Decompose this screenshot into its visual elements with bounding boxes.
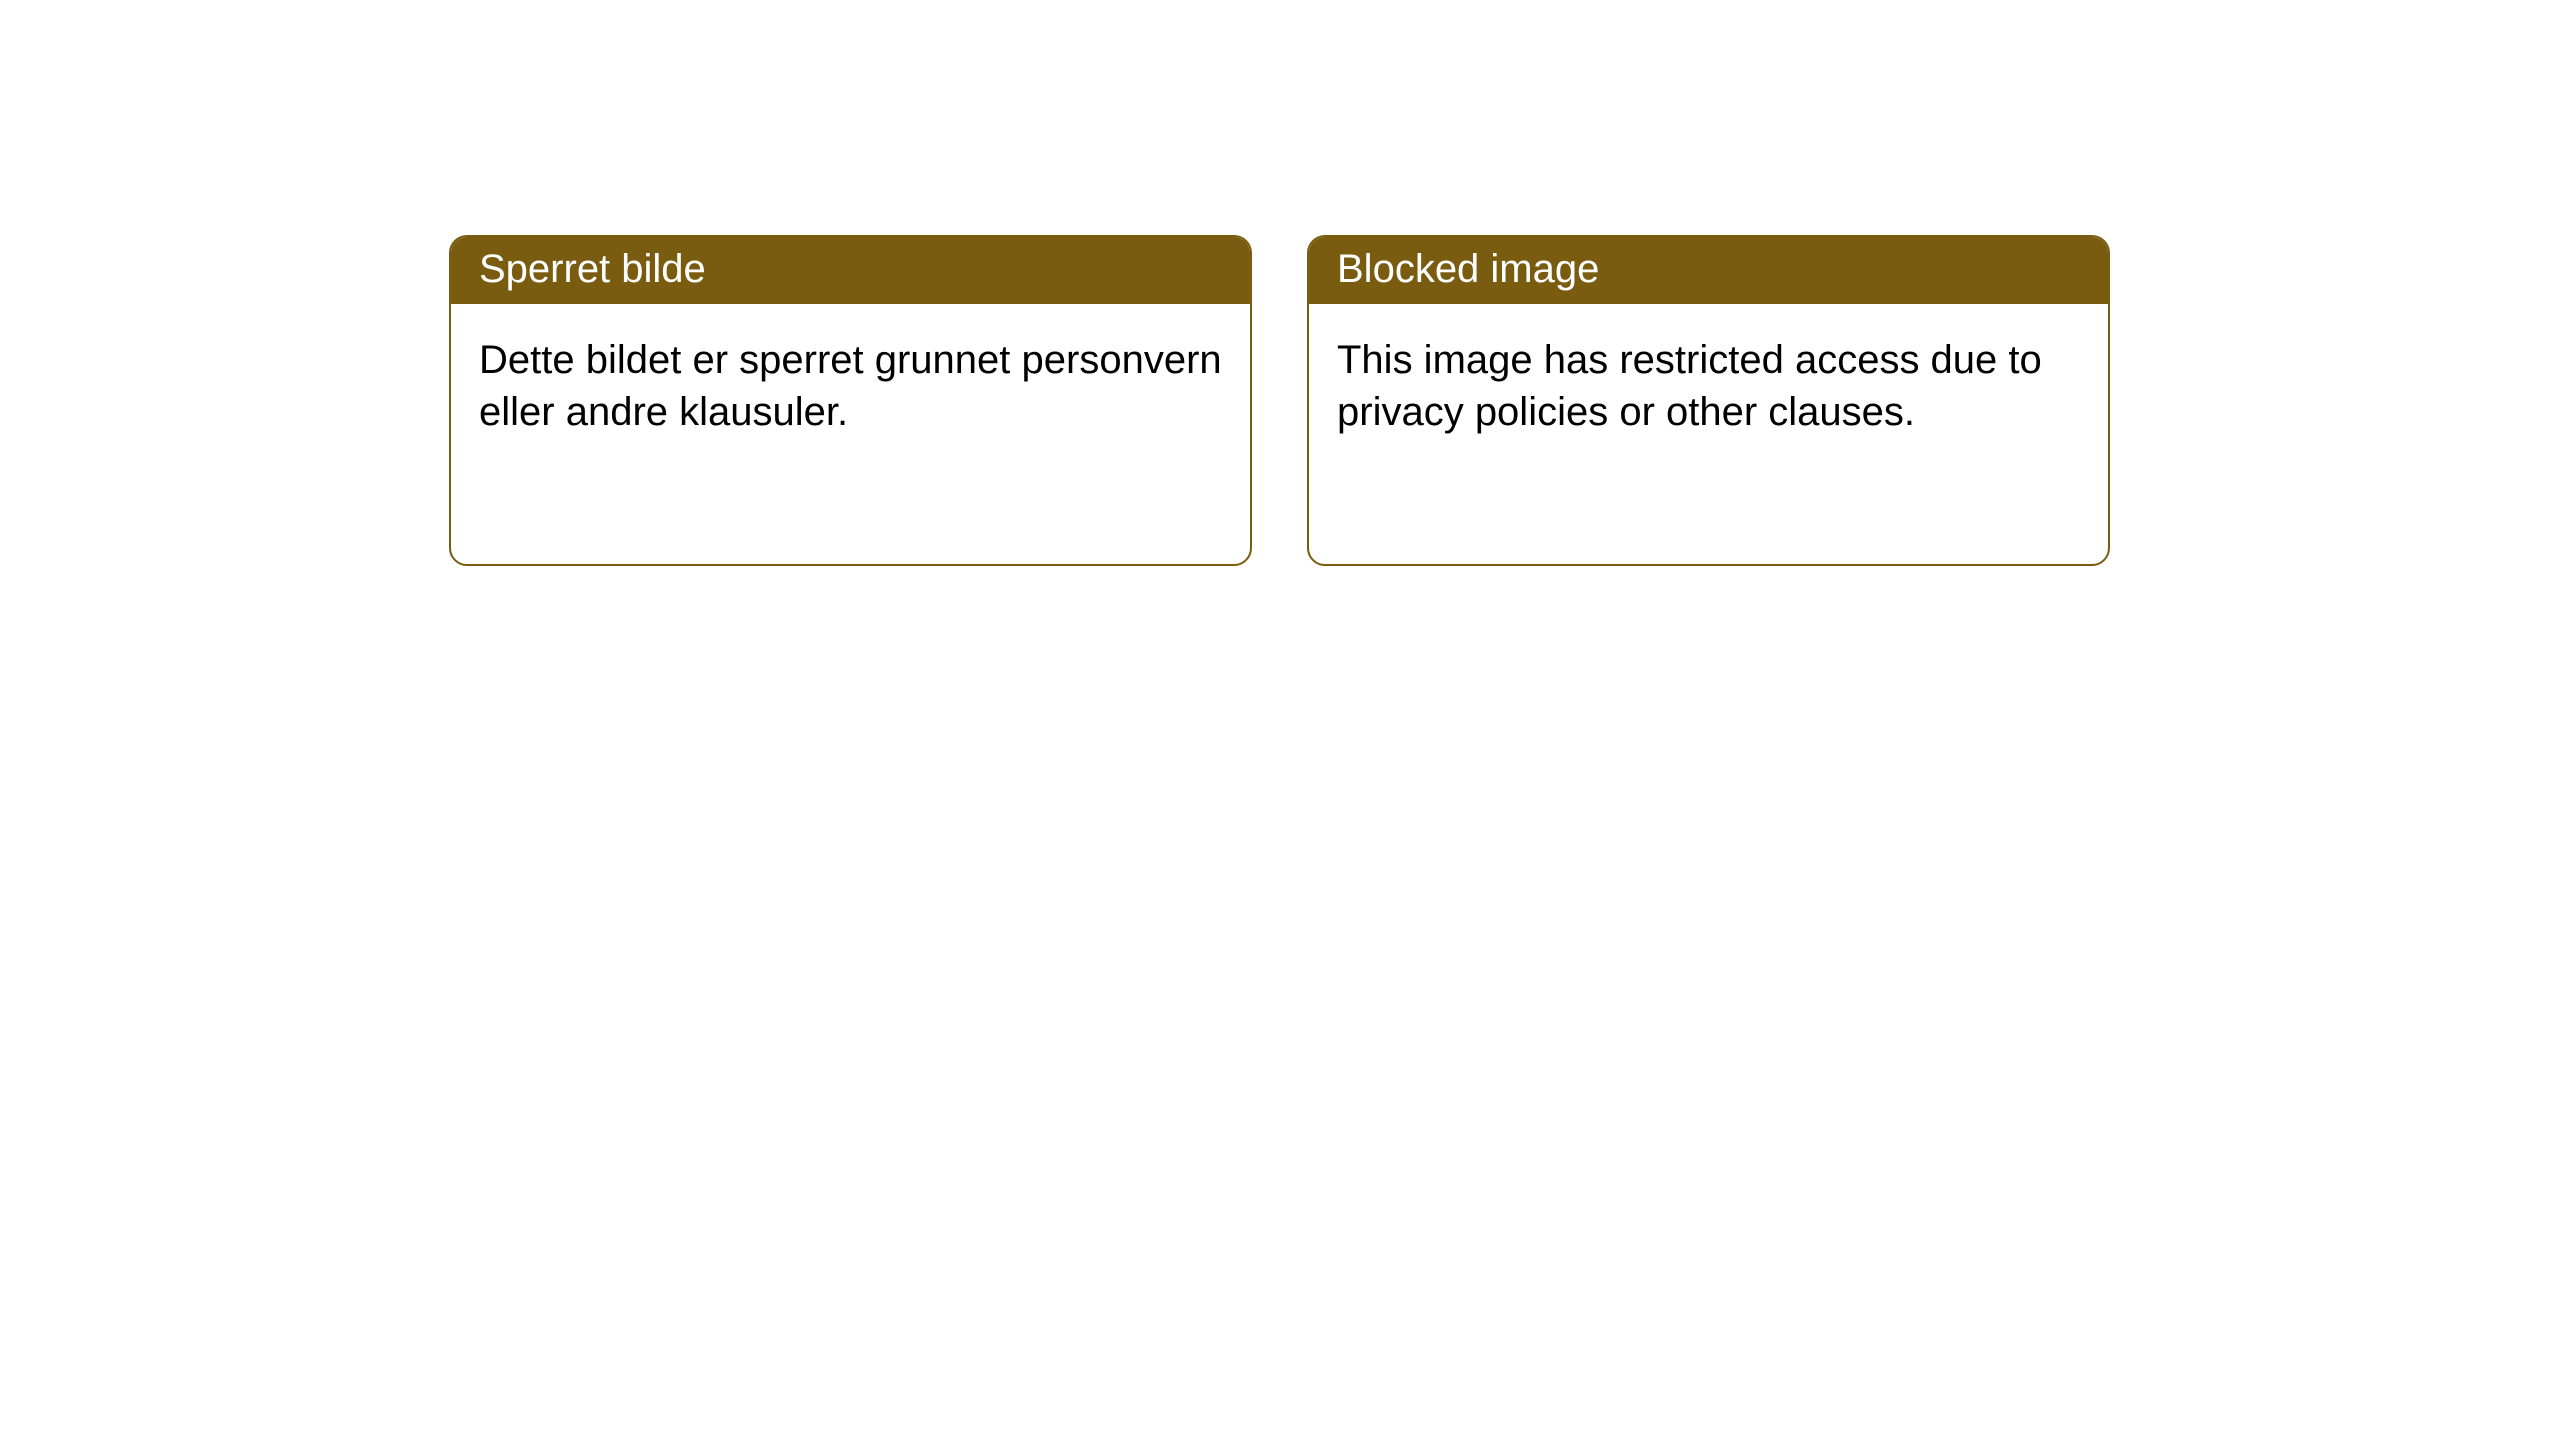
notice-header: Sperret bilde: [451, 237, 1250, 304]
notice-body: Dette bildet er sperret grunnet personve…: [451, 304, 1250, 564]
notice-body: This image has restricted access due to …: [1309, 304, 2108, 564]
notice-container: Sperret bilde Dette bildet er sperret gr…: [449, 235, 2110, 566]
notice-card-norwegian: Sperret bilde Dette bildet er sperret gr…: [449, 235, 1252, 566]
notice-card-english: Blocked image This image has restricted …: [1307, 235, 2110, 566]
notice-header: Blocked image: [1309, 237, 2108, 304]
